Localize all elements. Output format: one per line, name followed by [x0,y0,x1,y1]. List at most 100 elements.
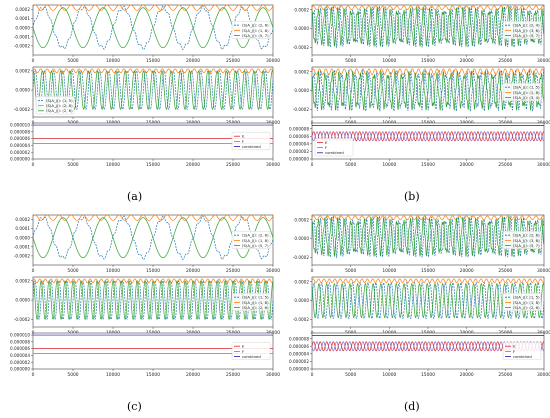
y-tick-label: 0.0001 [15,226,30,231]
x-tick-label: 5000 [345,58,356,64]
legend-label: ⟨S(A_j)⟩: (2, 6) [513,305,540,310]
x-tick-label: 10000 [382,268,396,274]
legend-label: ⟨S(A_j)⟩: (2, 6) [513,233,540,238]
x-tick-label: 30000 [266,162,280,168]
x-tick-label: 15000 [421,162,435,168]
legend-box [502,230,542,249]
y-tick-label: 0.000000 [10,367,30,372]
legend-label: E [242,134,245,139]
legend-label: ⟨S(A_j)⟩: (3, 8) [513,238,540,243]
legend-box [231,342,271,361]
y-tick-label: 0.0002 [294,7,309,12]
caption-d: (d) [404,400,420,413]
legend: ⟨S(A_j)⟩: (1, 5)⟨S(A_j)⟩: (1, 8)⟨S(A_j)⟩… [502,293,542,312]
x-tick-label: 20000 [186,162,200,168]
legend-box [231,230,271,249]
series-line [311,69,545,111]
y-tick-label: 0.0000 [15,25,30,30]
y-tick-label: -0.0002 [14,44,30,49]
series-line [311,131,545,142]
legend-label: combined [513,354,532,359]
y-tick-label: -0.0002 [14,317,30,322]
x-tick-label: 5000 [67,372,78,378]
y-tick-label: 0.000002 [10,360,30,365]
subplot-b-1: 0.0002 0.0000 -0.0002 0 5000 10000 15000 20000 2… [293,4,550,64]
x-tick-label: 15000 [146,268,160,274]
x-tick-label: 20000 [460,372,474,378]
legend-box [502,293,542,312]
y-tick-label: 0.000006 [10,136,30,141]
legend-label: F [325,145,327,150]
legend-label: ⟨S(A_j)⟩: (2, 6) [242,233,269,238]
legend-box [231,293,271,312]
legend-label: ⟨S(A_j)⟩: (3, 8) [513,28,540,33]
x-tick-label: 30000 [266,268,280,274]
legend: ⟨S(A_j)⟩: (2, 4)⟨S(A_j)⟩: (3, 8)⟨S(A_j)⟩… [502,21,542,40]
legend-label: combined [325,150,344,155]
legend: ⟨S(A_j)⟩: (1, 5)⟨S(A_j)⟩: (1, 8)⟨S(A_j)⟩… [502,82,542,101]
subplot-a-2: 0.00020.0000-0.0002050001000015000200002… [14,66,280,126]
y-tick-label: 0.000006 [289,134,309,139]
legend-box [314,138,354,157]
subplot-b-3: 0.000008 0.000006 0.000004 0.000002 0.000000… [289,122,550,168]
x-tick-label: 0 [32,162,35,168]
y-tick-label: 0.000006 [10,346,30,351]
y-tick-label: -0.0002 [14,107,30,112]
y-tick-label: 0.000008 [289,126,309,131]
x-tick-label: 20000 [460,58,474,64]
y-tick-label: 0.000010 [10,123,30,128]
x-tick-label: 10000 [106,58,120,64]
legend-label: combined [242,144,261,149]
y-tick-label: 0.0001 [15,16,30,21]
x-tick-label: 25000 [498,162,512,168]
x-tick-label: 25000 [498,268,512,274]
series-line [32,70,274,110]
legend-label: E [325,140,328,145]
legend-label: ⟨S(A_j)⟩: (1, 5) [513,295,540,300]
x-tick-label: 25000 [226,162,240,168]
legend-label: ⟨S(A_j)⟩: (1, 5) [242,295,269,300]
x-tick-label: 20000 [460,162,474,168]
legend: ⟨S(A_j)⟩: (1, 5)⟨S(A_j)⟩: (1, 8)⟨S(A_j)⟩… [231,293,271,312]
y-tick-label: -0.0002 [293,45,309,50]
legend: ⟨S(A_j)⟩: (1, 5)⟨S(A_j)⟩: (2, 8)⟨S(A_j)⟩… [35,96,75,115]
caption-b: (b) [404,190,420,203]
legend-label: ⟨S(A_j)⟩: (2, 6) [242,23,269,28]
x-tick-label: 10000 [106,162,120,168]
x-tick-label: 30000 [266,58,280,64]
series-line [32,280,274,320]
x-tick-label: 10000 [106,268,120,274]
x-tick-label: 5000 [67,58,78,64]
legend: ⟨S(A_j)⟩: (2, 6)⟨S(A_j)⟩: (3, 8)⟨S(A_j)⟩… [502,230,542,249]
legend-label: ⟨S(A_j)⟩: (3, 4) [513,95,540,100]
x-tick-label: 30000 [266,372,280,378]
x-tick-label: 30000 [537,58,550,64]
x-tick-label: 5000 [67,268,78,274]
series-line [311,278,545,284]
legend-label: ⟨S(A_j)⟩: (2, 4) [513,23,540,28]
y-tick-label: 0.000004 [289,351,309,356]
y-tick-label: 0.0002 [294,217,309,222]
y-tick-label: 0.000004 [10,143,30,148]
legend-label: F [242,349,244,354]
y-tick-label: 0.000004 [10,353,30,358]
y-tick-label: -0.0001 [14,244,30,249]
y-tick-label: 0.000008 [10,129,30,134]
series-line [311,216,545,258]
y-tick-label: -0.0001 [14,34,30,39]
legend-label: ⟨S(A_j)⟩: (5, 7) [513,33,540,38]
y-tick-label: 0.000000 [289,367,309,372]
y-tick-label: 0.0000 [294,88,309,93]
panel-a: 0.0002 0.0001 0.0000 -0.0001 -0.0002 0 5000 100… [10,4,280,168]
series-line [32,280,274,320]
panel-b: 0.0002 0.0000 -0.0002 0 5000 10000 15000 20000 2… [289,4,550,168]
x-tick-label: 20000 [460,268,474,274]
legend: ⟨S(A_j)⟩: (2, 6)⟨S(A_j)⟩: (1, 8)⟨S(A_j)⟩… [231,230,271,249]
legend-label: ⟨S(A_j)⟩: (5, 7) [242,33,269,38]
legend-label: F [513,349,515,354]
